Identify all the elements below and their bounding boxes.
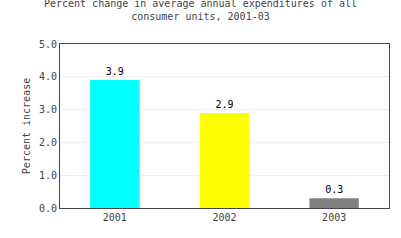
svg-text:2.0: 2.0 <box>39 137 57 148</box>
svg-text:Percent change in average annu: Percent change in average annual expendi… <box>44 0 357 22</box>
svg-text:0.3: 0.3 <box>325 184 343 195</box>
svg-text:1.0: 1.0 <box>39 170 57 181</box>
svg-text:3.9: 3.9 <box>106 66 124 77</box>
svg-text:2.9: 2.9 <box>215 99 233 110</box>
svg-text:4.0: 4.0 <box>39 71 57 82</box>
svg-text:2001: 2001 <box>103 212 127 223</box>
svg-text:Percent increase: Percent increase <box>21 78 32 174</box>
svg-text:5.0: 5.0 <box>39 39 57 50</box>
svg-text:0.0: 0.0 <box>39 203 57 214</box>
svg-text:2002: 2002 <box>212 212 236 223</box>
svg-text:2003: 2003 <box>322 212 346 223</box>
svg-text:3.0: 3.0 <box>39 104 57 115</box>
